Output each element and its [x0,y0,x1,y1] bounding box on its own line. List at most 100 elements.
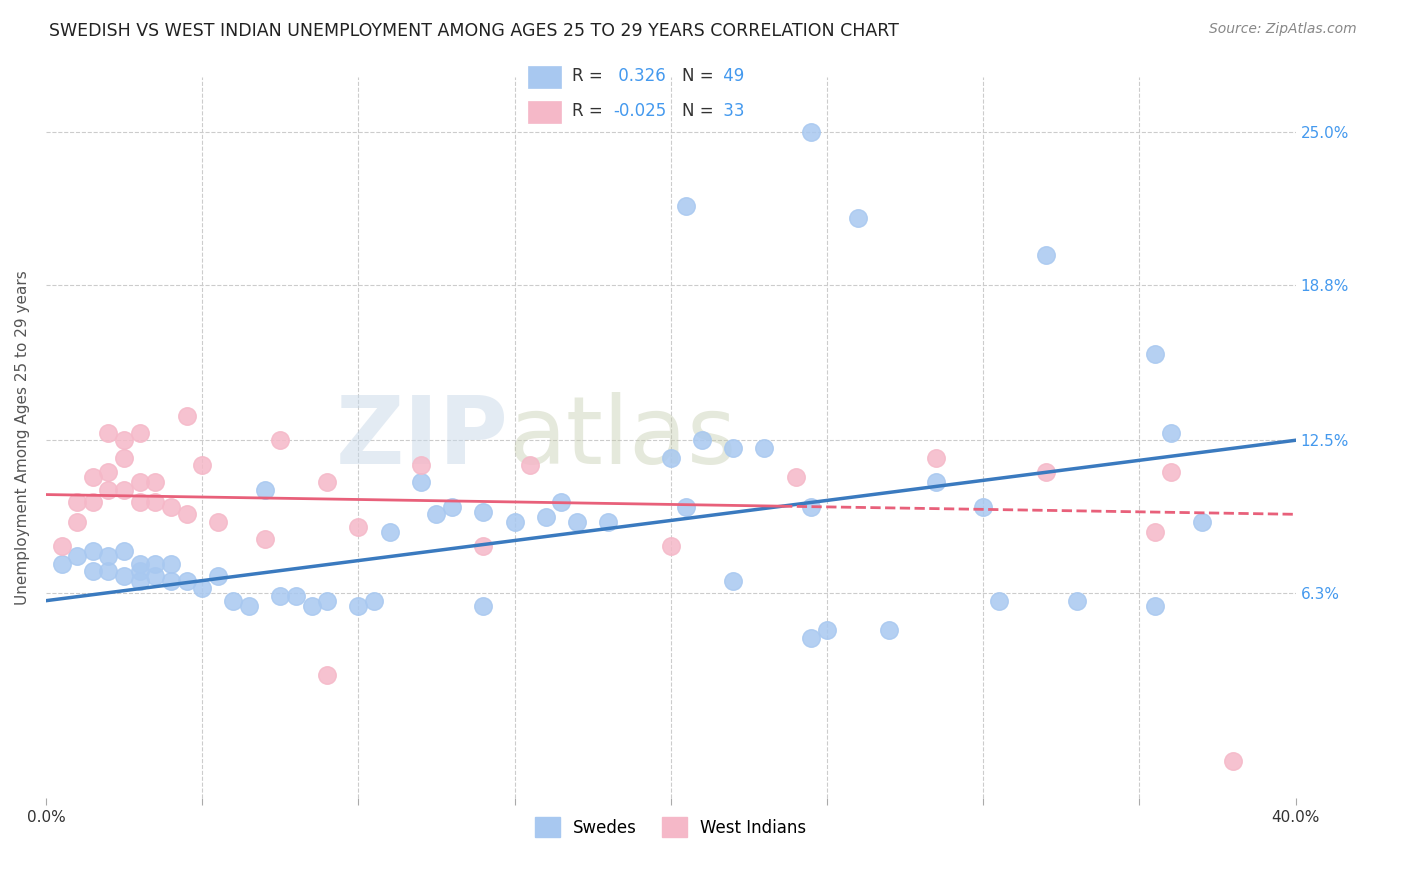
Point [160,500,183,514]
Point [66,515,89,529]
Point [66,495,89,509]
Text: 0.326: 0.326 [613,67,666,85]
Point [97,483,120,497]
Point [441,500,464,514]
Point [534,509,557,524]
Point [128,495,150,509]
Point [191,582,214,596]
Point [253,483,276,497]
Text: N =: N = [682,67,718,85]
Point [97,425,120,440]
Point [1143,524,1166,539]
Text: 49: 49 [717,67,744,85]
Point [316,475,339,490]
Text: atlas: atlas [509,392,737,483]
Point [82,544,104,558]
Point [409,475,432,490]
Point [846,211,869,226]
FancyBboxPatch shape [529,101,561,123]
Point [143,569,166,583]
Point [253,532,276,546]
Point [112,434,135,448]
Text: -0.025: -0.025 [613,102,666,120]
Point [301,599,323,613]
Point [207,569,229,583]
Point [128,475,150,490]
Point [51,557,73,571]
Text: 33: 33 [717,102,744,120]
Point [269,589,291,603]
Point [723,441,745,455]
Point [800,125,823,139]
Point [191,458,214,472]
FancyBboxPatch shape [529,66,561,88]
Point [550,495,572,509]
Point [1191,515,1213,529]
Point [347,599,370,613]
Point [128,574,150,588]
Point [409,458,432,472]
Point [284,589,307,603]
Point [112,450,135,465]
Point [1143,599,1166,613]
Point [378,524,401,539]
Point [128,564,150,578]
Point [143,495,166,509]
Point [176,409,198,423]
Point [112,544,135,558]
Point [66,549,89,564]
Point [347,519,370,533]
Point [128,557,150,571]
Point [987,593,1010,607]
Point [97,564,120,578]
Point [160,557,183,571]
Text: Source: ZipAtlas.com: Source: ZipAtlas.com [1209,22,1357,37]
Point [1143,347,1166,361]
Legend: Swedes, West Indians: Swedes, West Indians [529,810,813,844]
Point [207,515,229,529]
Point [112,569,135,583]
Point [503,515,526,529]
Point [1160,466,1182,480]
Point [363,593,385,607]
Point [723,574,745,588]
Point [598,515,620,529]
Point [754,441,776,455]
Point [925,475,948,490]
Point [82,495,104,509]
Point [176,574,198,588]
Point [815,624,838,638]
Point [1066,593,1088,607]
Point [519,458,541,472]
Point [800,500,823,514]
Point [879,624,901,638]
Point [160,574,183,588]
Point [1160,425,1182,440]
Point [143,557,166,571]
Point [51,540,73,554]
Point [112,483,135,497]
Point [785,470,807,484]
Point [269,434,291,448]
Point [1222,754,1244,768]
Text: R =: R = [572,67,609,85]
Point [1035,466,1057,480]
Point [238,599,260,613]
Text: ZIP: ZIP [336,392,509,483]
Text: R =: R = [572,102,609,120]
Point [565,515,588,529]
Point [128,425,150,440]
Point [97,466,120,480]
Point [659,450,682,465]
Point [472,599,495,613]
Point [800,631,823,645]
Point [97,549,120,564]
Point [143,475,166,490]
Point [425,508,447,522]
Point [675,500,697,514]
Point [472,505,495,519]
Text: SWEDISH VS WEST INDIAN UNEMPLOYMENT AMONG AGES 25 TO 29 YEARS CORRELATION CHART: SWEDISH VS WEST INDIAN UNEMPLOYMENT AMON… [49,22,898,40]
Point [472,540,495,554]
Point [1035,248,1057,262]
Y-axis label: Unemployment Among Ages 25 to 29 years: Unemployment Among Ages 25 to 29 years [15,270,30,605]
